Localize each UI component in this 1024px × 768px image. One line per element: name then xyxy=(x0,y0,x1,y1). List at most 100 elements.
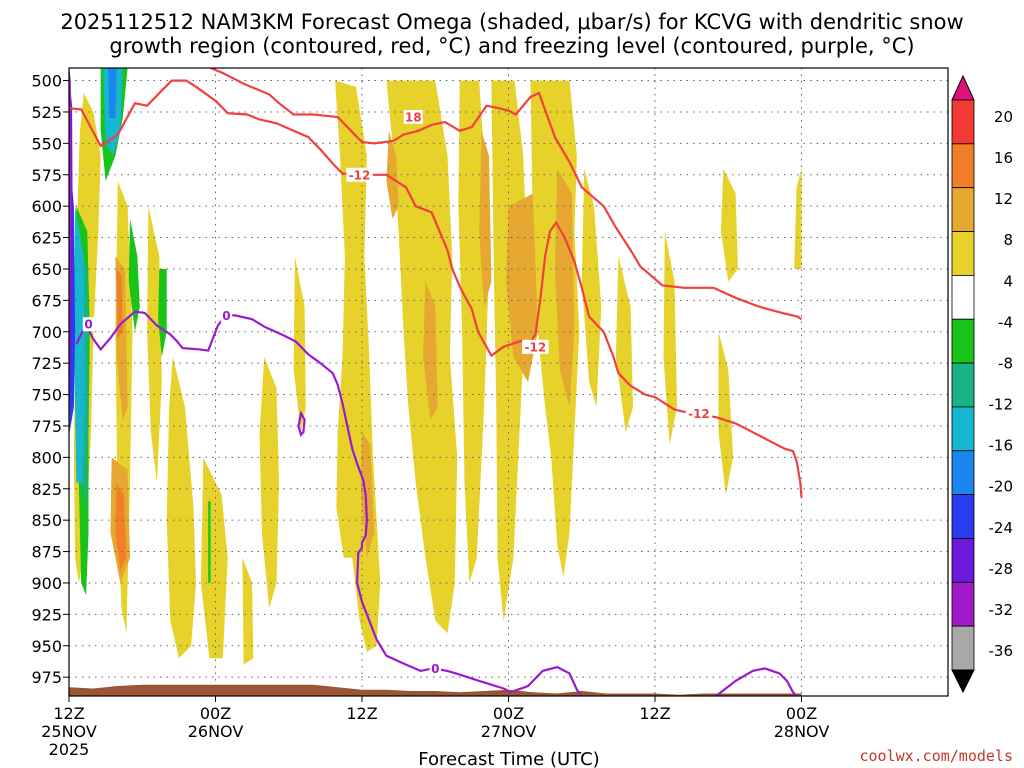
contour-label-5: 0 xyxy=(222,309,230,323)
omega-region-6 xyxy=(259,356,279,609)
plot-area: 18 -12 -12 -12 0 0 0 xyxy=(69,68,948,696)
omega-region-5 xyxy=(242,557,254,665)
freezing-level-contour xyxy=(75,310,583,696)
ground-terrain xyxy=(69,684,802,696)
contour-label-0: 18 xyxy=(405,110,422,124)
omega-region-35 xyxy=(73,206,85,483)
chart-title-line1: 2025112512 NAM3KM Forecast Omega (shaded… xyxy=(60,10,963,34)
x-tick-label-0-2: 2025 xyxy=(49,740,90,759)
colorbar-label-0: 20 xyxy=(994,108,1013,126)
contour-label-3: -12 xyxy=(688,407,710,421)
omega-region-24 xyxy=(479,130,492,307)
colorbar-label-12: -32 xyxy=(989,601,1014,619)
contour-label-4: 0 xyxy=(84,318,92,332)
colorbar-bin-6 xyxy=(951,318,975,364)
y-tick-label-875: 875 xyxy=(31,543,62,562)
contour-label-1: -12 xyxy=(349,168,371,182)
colorbar-label-5: -4 xyxy=(998,313,1013,331)
y-tick-label-800: 800 xyxy=(31,448,62,467)
credit-text: coolwx.com/models xyxy=(859,747,1013,765)
x-tick-label-1-0: 00Z xyxy=(200,704,231,723)
y-tick-label-675: 675 xyxy=(31,291,62,310)
colorbar-bin-7 xyxy=(951,362,975,408)
dgz-contour-upper xyxy=(210,68,803,321)
colorbar-label-3: 8 xyxy=(1003,231,1013,249)
colorbar-bin-2 xyxy=(951,143,975,189)
omega-region-32 xyxy=(158,269,167,357)
colorbar-label-11: -28 xyxy=(989,560,1014,578)
contour-label-bg-0 xyxy=(403,109,423,124)
colorbar-label-4: 4 xyxy=(1003,272,1013,290)
omega-shading xyxy=(69,68,802,665)
colorbar-label-9: -20 xyxy=(989,478,1014,496)
colorbar-bin-10 xyxy=(951,494,975,539)
colorbar-bin-5 xyxy=(951,274,975,320)
colorbar: 20 16 12 8 4 -4 -8 -12 -16 -20 -24 -28 -32 -36 xyxy=(951,74,1014,694)
x-tick-label-4-0: 12Z xyxy=(639,704,670,723)
y-tick-label-650: 650 xyxy=(31,260,62,279)
omega-region-25 xyxy=(506,193,538,382)
y-tick-label-600: 600 xyxy=(31,197,62,216)
colorbar-label-7: -12 xyxy=(989,396,1014,414)
omega-region-28 xyxy=(116,269,123,338)
y-tick-label-725: 725 xyxy=(31,354,62,373)
x-tick-label-2-0: 12Z xyxy=(346,704,377,723)
x-tick-label-5-0: 00Z xyxy=(786,704,817,723)
contour-label-bg-6 xyxy=(429,661,441,676)
contour-label-bg-5 xyxy=(220,308,233,323)
y-tick-label-775: 775 xyxy=(31,417,62,436)
x-tick-label-1-1: 26NOV xyxy=(188,722,244,741)
y-tick-label-525: 525 xyxy=(31,103,62,122)
omega-region-22 xyxy=(386,130,399,219)
y-tick-label-500: 500 xyxy=(31,72,62,91)
contour-label-bg-3 xyxy=(685,406,713,421)
omega-region-23 xyxy=(423,281,438,420)
x-tick-label-3-1: 27NOV xyxy=(481,722,537,741)
omega-region-4 xyxy=(200,457,228,659)
y-tick-label-975: 975 xyxy=(31,668,62,687)
omega-region-15 xyxy=(663,231,677,445)
omega-region-37 xyxy=(108,68,117,119)
omega-region-18 xyxy=(794,168,802,269)
colorbar-bin-11 xyxy=(951,538,975,583)
x-tick-label-3-0: 00Z xyxy=(493,704,524,723)
omega-region-33 xyxy=(208,501,211,583)
freezing-level-contour-late xyxy=(715,667,798,696)
y-tick-label-925: 925 xyxy=(31,605,62,624)
contour-labels: 18 -12 -12 -12 0 0 0 xyxy=(82,109,713,676)
colorbar-label-8: -16 xyxy=(989,437,1014,455)
x-axis-label: Forecast Time (UTC) xyxy=(418,749,599,768)
colorbar-top-arrow xyxy=(951,74,975,101)
x-tick-label-0-0: 12Z xyxy=(53,704,84,723)
colorbar-bin-8 xyxy=(951,406,975,452)
contour-label-bg-2 xyxy=(522,339,549,354)
omega-region-9 xyxy=(386,80,458,634)
freezing-level-island xyxy=(297,410,306,437)
contour-label-bg-1 xyxy=(346,167,373,182)
y-tick-label-700: 700 xyxy=(31,323,62,342)
y-tick-label-550: 550 xyxy=(31,134,62,153)
colorbar-label-10: -24 xyxy=(989,519,1014,537)
colorbar-label-2: 12 xyxy=(994,190,1013,208)
omega-region-27 xyxy=(115,482,127,571)
y-axis-pressure-ticks: 500 525 550 575 600 625 650 675 700 725 750 775 800 8… xyxy=(31,72,69,687)
colorbar-label-1: 16 xyxy=(994,149,1013,167)
y-tick-label-750: 750 xyxy=(31,386,62,405)
contour-label-bg-4 xyxy=(82,317,95,332)
omega-region-21 xyxy=(360,432,375,558)
y-tick-label-575: 575 xyxy=(31,166,62,185)
x-tick-label-5-1: 28NOV xyxy=(774,722,830,741)
dgz-contour-minus12 xyxy=(69,79,803,498)
contour-label-6: 0 xyxy=(431,662,439,676)
colorbar-label-6: -8 xyxy=(998,354,1013,372)
chart-title-line2: growth region (contoured, red, °C) and f… xyxy=(109,34,914,58)
colorbar-bin-4 xyxy=(951,231,975,276)
x-tick-label-0-1: 25NOV xyxy=(41,722,97,741)
colorbar-bin-1 xyxy=(951,99,975,145)
colorbar-bin-9 xyxy=(951,450,975,496)
y-tick-label-850: 850 xyxy=(31,511,62,530)
colorbar-bin-13 xyxy=(951,625,975,671)
omega-region-17 xyxy=(720,168,738,282)
contour-label-2: -12 xyxy=(525,340,547,354)
